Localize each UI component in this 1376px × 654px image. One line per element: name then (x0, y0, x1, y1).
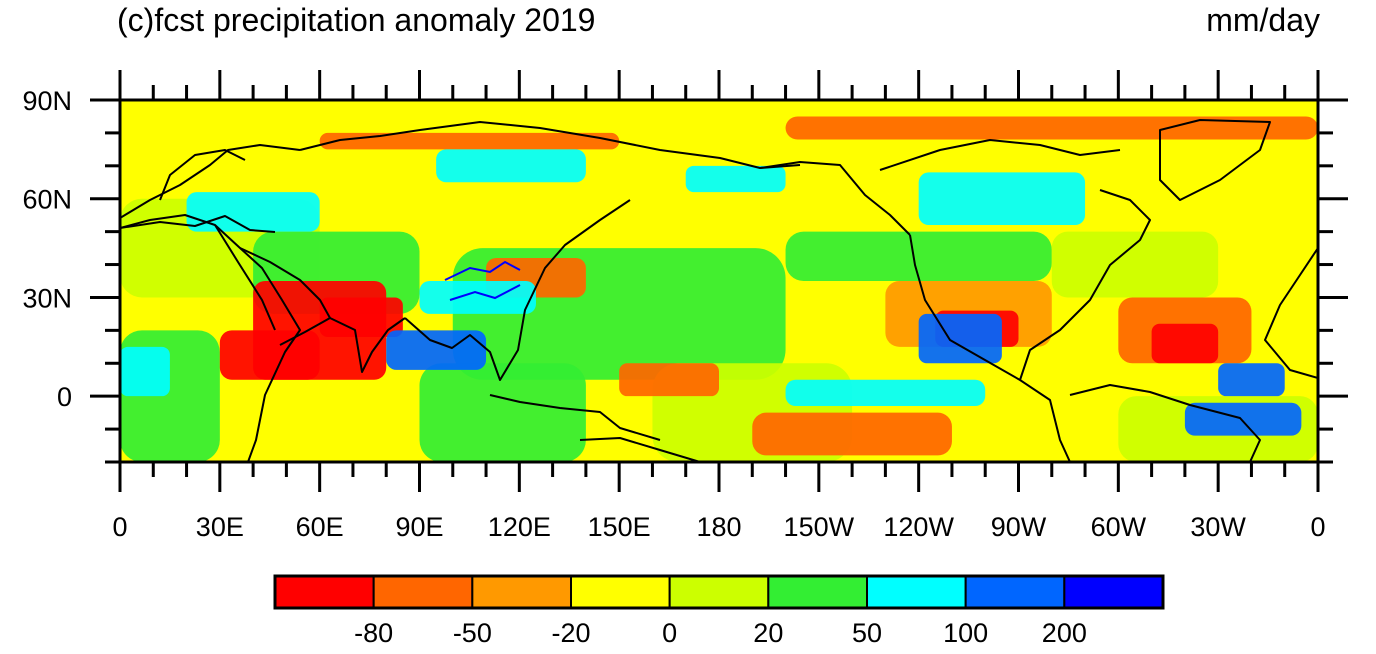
coastline-west-africa (1264, 247, 1318, 379)
axis-ticks (90, 70, 1348, 492)
coastline-south-america (1069, 384, 1261, 462)
longitude-labels: 0 30E 60E 90E 120E 150E 180 150W 120W 90W 60W 30W 0 (112, 512, 1325, 542)
colorbar-segment-0 (274, 575, 375, 609)
lon-label: 0 (1310, 512, 1325, 542)
colorbar-label: 100 (943, 618, 988, 648)
anomaly-region-6 (785, 231, 1052, 281)
anomaly-region-14 (319, 297, 403, 337)
anomaly-region-13 (219, 330, 320, 380)
coastline-scandinavia (159, 149, 246, 201)
lat-label: 30N (22, 283, 72, 313)
lon-label: 60W (1091, 512, 1147, 542)
coastline-africa (120, 214, 301, 462)
colorbar-segment-7 (964, 575, 1066, 609)
lon-label: 60E (296, 512, 344, 542)
anomaly-region-21 (619, 363, 719, 397)
anomaly-region-22 (120, 346, 170, 397)
coastline-canada (879, 139, 1121, 171)
anomaly-region-2 (319, 132, 620, 150)
lon-label: 90W (991, 512, 1047, 542)
lon-label: 120W (883, 512, 954, 542)
lon-label: 90E (395, 512, 443, 542)
anomaly-region-7 (1051, 231, 1219, 298)
coastlines (120, 119, 1318, 462)
river-yangtze (444, 260, 521, 301)
anomaly-region-31 (685, 165, 786, 193)
coastline-maritime (489, 394, 661, 441)
latitude-labels: 90N 60N 30N 0 (22, 86, 72, 412)
anomaly-region-1 (785, 116, 1318, 140)
colorbar-segment-1 (372, 575, 474, 609)
coastline-mediterranean (120, 215, 276, 233)
units-label: mm/day (1206, 2, 1320, 38)
lon-label: 30E (196, 512, 244, 542)
lon-label: 150E (588, 512, 651, 542)
anomaly-field (120, 100, 1318, 462)
colorbar-frame (273, 574, 1165, 610)
coastline-arabia (239, 247, 331, 346)
lon-label: 180 (696, 512, 741, 542)
lon-label: 120E (488, 512, 551, 542)
coastline-india (329, 317, 406, 373)
colorbar-segment-4 (668, 575, 770, 609)
lat-label: 60N (22, 185, 72, 215)
colorbar-label: 50 (852, 618, 882, 648)
colorbar-label: 0 (662, 618, 677, 648)
coastline-red-sea (214, 224, 276, 331)
colorbar-segment-8 (1063, 575, 1165, 609)
coastline-alaska (759, 161, 911, 236)
anomaly-region-20 (1151, 323, 1219, 364)
coastline-greenland (1159, 119, 1271, 201)
anomaly-region-25 (918, 313, 1002, 364)
lat-label: 90N (22, 86, 72, 116)
coastline-europe (120, 144, 301, 219)
lon-label: 30W (1190, 512, 1246, 542)
anomaly-region-30 (186, 192, 320, 232)
coastline-east-north-america (1019, 189, 1151, 381)
colorbar-label: 20 (753, 618, 783, 648)
anomaly-region-28 (918, 172, 1086, 226)
lon-label: 0 (112, 512, 127, 542)
colorbar-labels: -80 -50 -20 0 20 50 100 200 (354, 618, 1087, 648)
colorbar-segment-3 (570, 575, 671, 609)
anomaly-region-18 (752, 412, 952, 456)
lon-label: 150W (784, 512, 855, 542)
colorbar-segment-5 (767, 575, 868, 609)
colorbar-label: -20 (551, 618, 590, 648)
colorbar-label: 200 (1042, 618, 1087, 648)
colorbar-segment-2 (471, 575, 573, 609)
lat-label: 0 (57, 382, 72, 412)
anomaly-region-23 (419, 281, 536, 314)
anomaly-region-9 (419, 363, 586, 462)
coastline-west-north-america (909, 234, 1071, 462)
coastline-siberia (299, 121, 801, 169)
colorbar (273, 574, 1165, 610)
anomaly-region-32 (1218, 363, 1285, 397)
anomaly-region-29 (436, 149, 586, 183)
map-title: (c)fcst precipitation anomaly 2019 (117, 2, 596, 38)
coastline-australia-north (579, 437, 701, 462)
colorbar-label: -50 (453, 618, 492, 648)
anomaly-regions (120, 116, 1318, 462)
colorbar-label: -80 (354, 618, 393, 648)
coastline-se-asia (404, 199, 631, 381)
colorbar-segment-6 (866, 575, 967, 609)
anomaly-region-27 (785, 379, 986, 407)
